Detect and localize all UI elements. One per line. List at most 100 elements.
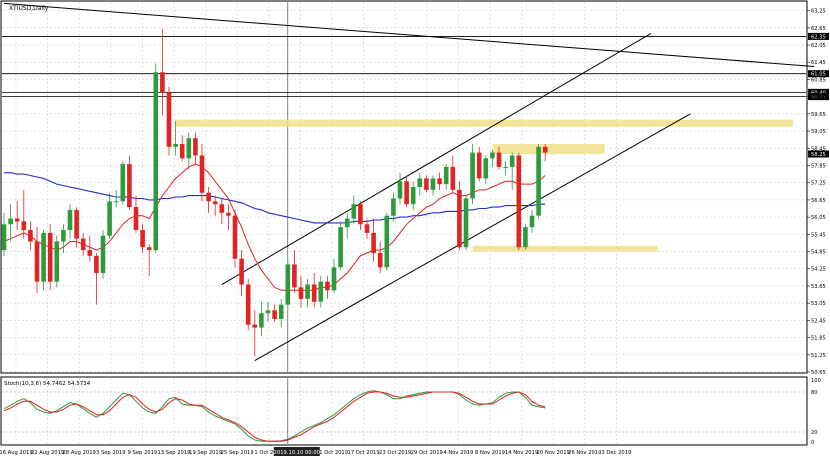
candle-body [450,166,456,190]
trendline [254,113,691,361]
candle-body [404,181,409,205]
candle-body [160,72,165,93]
candle-body [87,250,93,256]
level-label: 62.35 [811,34,826,40]
bullish-candle [443,164,449,190]
candle-body [120,164,126,202]
time-label: 3 Sep 2019 [96,450,126,456]
bullish-candle [1,212,7,256]
stochastic-lines [3,390,546,442]
bearish-candle [127,155,132,210]
bullish-candle [61,224,66,253]
candle-body [417,178,423,187]
bearish-candle [206,187,211,213]
bullish-candle [351,195,357,225]
bearish-candle [166,86,172,156]
candle-body [127,164,132,208]
candle-body [107,201,112,236]
candle-body [377,252,383,268]
bullish-candle [67,204,73,239]
time-label: 25 Sep 2019 [221,450,254,456]
bearish-candle [516,152,522,251]
candle-body [325,281,330,291]
price-tick-label: 60.25 [811,95,826,101]
candle-body [371,232,376,253]
candle-body [424,178,429,190]
bearish-candle [364,218,370,239]
candle-body [206,192,211,202]
candle-body [443,166,449,185]
support-resistance-zones [175,119,794,252]
candle-body [226,212,231,216]
bullish-candle [536,143,541,219]
trendline [3,2,815,68]
candle-body [278,304,284,319]
time-label: 28 Aug 2019 [63,450,96,456]
bearish-candle [252,310,258,357]
candle-body [193,138,198,156]
bearish-candle [47,224,53,291]
current-price-box [808,150,829,158]
candle-body [397,181,403,199]
bullish-candle [113,189,119,208]
candle-body [54,241,60,282]
time-label: 1 Oct 2019 [254,450,283,456]
bullish-candle [318,275,324,308]
bearish-candle [74,207,79,248]
level-label: 60.25 [811,95,826,101]
bullish-candle [470,143,475,205]
bearish-candle [371,218,376,262]
price-tick-label: 59.05 [811,129,826,135]
candle-body [28,230,33,242]
bearish-candle [272,304,277,322]
bullish-candle [41,230,46,291]
bullish-candle [509,152,515,190]
candle-body [232,215,238,259]
price-zone [175,119,794,127]
candle-body [272,310,277,319]
bullish-candle [391,192,396,222]
candle-body [1,224,7,251]
bearish-candle [140,224,145,253]
bearish-candle [34,227,40,294]
candle-body [292,264,297,288]
candle-body [516,155,522,248]
time-label: 14 Nov 2019 [505,450,538,456]
candle-body [153,72,159,251]
bullish-candle [338,221,343,271]
level-label-box [808,70,829,78]
bearish-candle [542,143,548,162]
bearish-candle [94,252,99,305]
bullish-candle [153,63,159,253]
candle-body [166,92,172,147]
candle-body [252,324,258,328]
candles [1,29,548,357]
bearish-candle [404,175,409,208]
price-tick-label: 55.45 [811,232,826,238]
price-tick-label: 52.45 [811,318,826,324]
level-label-box [808,88,829,96]
bullish-candle [344,212,350,239]
candle-body [80,238,86,251]
price-tick-label: 51.85 [811,336,826,342]
trendline [221,33,652,285]
bullish-candle [186,132,192,170]
price-tick-label: 54.25 [811,267,826,273]
candle-body [285,264,291,305]
candle-body [476,152,482,179]
candle-body [344,218,350,228]
bullish-candle [523,224,528,251]
bullish-candle [529,209,535,233]
bullish-candle [285,258,291,311]
price-tick-label: 60.85 [811,77,826,83]
price-tick-label: 57.25 [811,181,826,187]
candle-body [21,221,27,231]
price-tick-label: 57.85 [811,163,826,169]
candle-body [94,255,99,274]
fast-moving-average-line [3,163,546,291]
bullish-candle [278,298,284,328]
candle-body [523,227,528,248]
